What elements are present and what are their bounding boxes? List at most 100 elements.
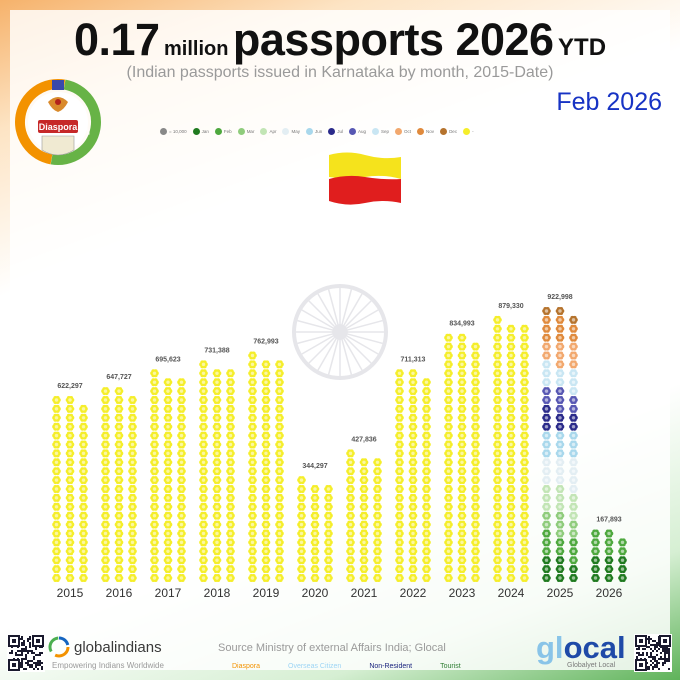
passport-icon [177,511,186,520]
passport-icon [150,502,159,511]
passport-icon [395,440,404,449]
passport-icon [555,511,565,520]
passport-icon [408,547,418,556]
passport-icon [493,351,502,360]
qr-code-right-icon[interactable] [634,634,672,672]
passport-icon [150,573,159,583]
passport-icon [520,511,529,520]
passport-icon [65,565,75,574]
passport-icon [150,520,159,529]
passport-icon [52,449,61,458]
passport-icon [226,449,235,458]
passport-icon [604,556,614,565]
passport-icon [373,520,382,529]
passport-icon [177,413,186,422]
legend-label: - [472,129,474,134]
passport-icon [408,458,418,467]
passport-icon [493,315,502,324]
passport-icon [128,458,137,467]
passport-icon [555,476,565,485]
passport-icon [408,404,418,413]
qr-code-left-icon[interactable] [7,634,45,672]
passport-icon [226,440,235,449]
passport-icon [444,351,453,360]
passport-icon [177,378,186,387]
passport-icon [310,484,320,494]
passport-icon [114,573,124,583]
passport-icon [493,476,502,485]
passport-icon [65,449,75,458]
passport-icon [114,467,124,476]
bar-2015 [52,395,88,583]
passport-icon [101,511,110,520]
passport-icon [248,484,257,494]
passport-icon [101,484,110,494]
legend-label: Jul [337,129,343,134]
passport-icon [395,387,404,396]
passport-icon [422,422,431,431]
passport-icon [569,395,578,405]
passport-icon [177,449,186,458]
passport-icon [542,547,551,556]
passport-icon [128,511,137,520]
globalindians-logo[interactable]: globalindians [48,636,162,658]
passport-icon [471,502,480,511]
passport-icon [444,378,453,387]
passport-icon [297,556,306,565]
passport-icon [542,351,551,360]
passport-icon [248,431,257,440]
passport-icon [150,476,159,485]
passport-icon [457,404,467,413]
passport-icon [114,565,124,574]
passport-icon [275,440,284,449]
passport-icon [324,511,333,520]
passport-icon [248,360,257,369]
glocal-logo[interactable]: glocal [536,630,626,665]
passport-icon [163,484,173,494]
passport-icon [114,387,124,396]
passport-icon [422,547,431,556]
passport-icon [471,369,480,378]
passport-icon [506,360,516,369]
passport-icon [128,565,137,574]
passport-icon [199,404,208,413]
passport-icon [226,547,235,556]
passport-icon [569,422,578,431]
passport-icon [177,431,186,440]
passport-icon [520,538,529,547]
passport-icon [444,395,453,405]
passport-icon [471,413,480,422]
passport-icon [408,529,418,538]
passport-icon [101,556,110,565]
passport-icon [542,449,551,458]
passport-icon [493,493,502,502]
passport-icon [422,565,431,574]
passport-icon [79,520,88,529]
passport-icon [542,565,551,574]
passport-icon [408,565,418,574]
passport-icon [114,476,124,485]
x-tick-label: 2022 [400,586,427,600]
passport-icon [101,395,110,405]
passport-icon [199,565,208,574]
value-label: 647,727 [106,374,131,381]
legend-label: Sep [381,129,390,134]
passport-icon [212,458,222,467]
passport-icon [569,467,578,476]
passport-icon [604,565,614,574]
passport-icon [444,520,453,529]
passport-icon [408,369,418,378]
passport-icon [542,369,551,378]
passport-icon [114,440,124,449]
passport-icon [444,493,453,502]
passport-icon [471,342,480,351]
passport-icon [163,422,173,431]
passport-icon [555,565,565,574]
passport-icon [520,351,529,360]
passport-icon [177,404,186,413]
passport-icon [408,511,418,520]
bar-2016 [101,387,137,583]
passport-icon [520,360,529,369]
passport-icon [542,502,551,511]
passport-icon [261,476,271,485]
